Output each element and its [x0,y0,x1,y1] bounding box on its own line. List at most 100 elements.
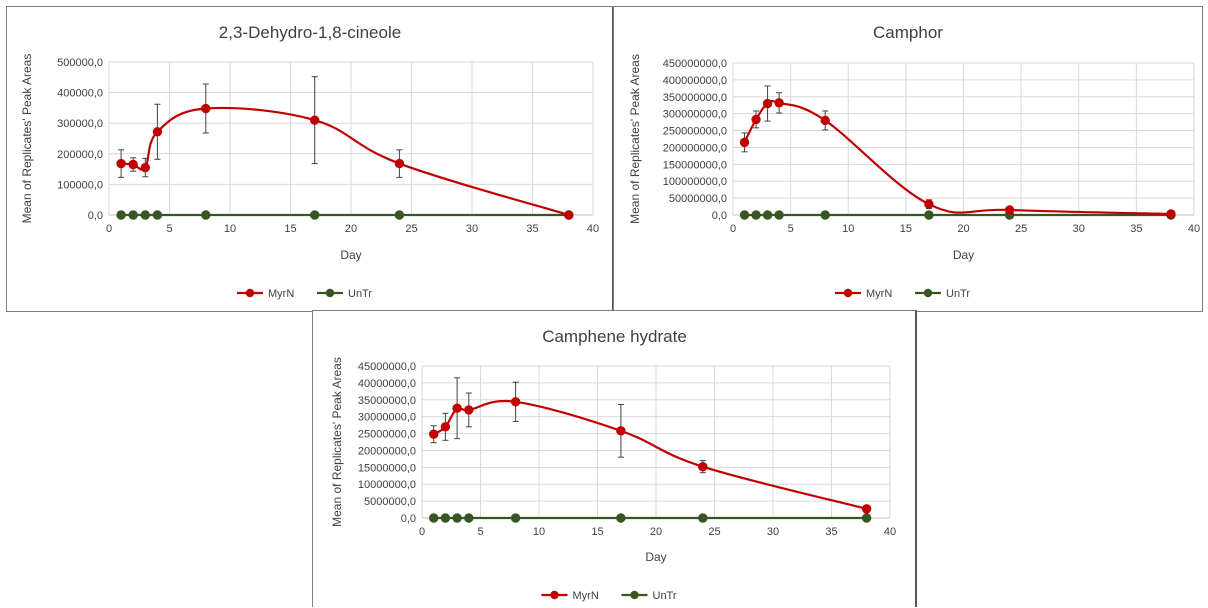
y-tick-label: 45000000,0 [358,361,416,373]
x-tick-label: 20 [957,223,969,235]
data-point-untr [698,513,708,523]
legend-label-myrn: MyrN [268,288,294,300]
legend-marker-untr [630,590,639,600]
x-tick-label: 15 [284,223,296,235]
x-axis-label: Day [340,248,361,262]
data-point-myrn [394,158,405,169]
data-point-untr [751,210,761,220]
x-axis-label: Day [645,550,666,564]
x-tick-label: 5 [788,223,794,235]
data-point-myrn [820,115,830,126]
legend-label-myrn: MyrN [866,288,892,300]
chart-title: 2,3-Dehydro-1,8-cineole [219,23,401,42]
data-point-myrn [128,159,138,170]
x-tick-label: 10 [533,526,545,538]
data-point-myrn [762,98,773,109]
data-point-myrn [201,103,211,114]
data-point-untr [152,210,163,220]
legend-marker-myrn [245,288,255,298]
data-point-untr [452,513,462,523]
y-axis-label: Mean of Replicates' Peak Areas [628,54,642,224]
x-tick-label: 0 [730,223,736,235]
y-tick-label: 0,0 [712,210,727,222]
x-tick-label: 10 [224,223,236,235]
data-point-myrn [698,461,708,472]
legend-label-untr: UnTr [653,590,677,602]
x-tick-label: 20 [650,526,662,538]
y-tick-label: 400000000,0 [663,75,727,87]
y-tick-label: 200000,0 [57,149,103,161]
y-tick-label: 5000000,0 [364,496,416,508]
y-tick-label: 50000000,0 [669,193,727,205]
data-point-myrn [1166,209,1176,219]
data-point-myrn [310,115,320,125]
y-tick-label: 100000,0 [57,179,103,191]
data-point-untr [861,513,872,523]
y-tick-label: 300000,0 [57,118,103,130]
y-tick-label: 35000000,0 [358,395,416,407]
data-point-untr [201,210,211,220]
y-tick-label: 15000000,0 [358,462,416,474]
data-point-myrn [510,397,521,407]
y-tick-label: 450000000,0 [663,58,727,70]
data-point-myrn [739,137,750,148]
chart-panel-camphene-hydrate: Camphene hydrate 0,0 5000000,0 10000000,0 15… [312,310,917,607]
data-point-untr [774,210,784,220]
legend: MyrN UnTr [541,590,677,602]
x-tick-label: 25 [405,223,417,235]
data-point-untr [616,513,626,523]
data-point-myrn [774,98,784,108]
data-point-myrn [616,426,626,436]
y-tick-label: 400000,0 [57,88,103,100]
chart-camphene-hydrate: Camphene hydrate 0,0 5000000,0 10000000,0 15… [330,327,896,602]
series-line-myrn [121,106,570,217]
x-tick-label: 10 [842,223,854,235]
legend-label-untr: UnTr [348,288,372,300]
data-point-untr [510,513,521,523]
data-point-untr [739,210,750,220]
y-tick-label: 100000000,0 [663,176,727,188]
y-tick-label: 500000,0 [57,57,103,69]
legend-marker-untr [923,288,933,298]
data-point-untr [464,513,474,523]
data-point-myrn [464,405,474,415]
x-tick-label: 40 [884,526,896,538]
x-tick-label: 5 [477,526,483,538]
x-tick-label: 35 [526,223,538,235]
chart-camphor: Camphor 0,0 50000000,0 100000000,0 150000000… [628,23,1200,300]
y-tick-label: 0,0 [401,513,416,525]
data-point-untr [429,513,439,523]
x-tick-label: 0 [419,526,425,538]
legend-label-untr: UnTr [946,288,970,300]
data-point-myrn [751,114,761,125]
y-axis-label: Mean of Replicates' Peak Areas [20,54,34,224]
x-tick-label: 35 [1130,223,1142,235]
legend-label-myrn: MyrN [573,590,599,602]
x-tick-label: 25 [1015,223,1027,235]
x-tick-label: 15 [591,526,603,538]
series-line-myrn [433,399,867,510]
data-point-myrn [452,403,462,413]
data-point-untr [924,210,934,220]
x-tick-label: 20 [345,223,357,235]
data-point-untr [128,210,138,220]
data-point-myrn [140,162,151,173]
series-line-myrn [743,99,1171,216]
y-tick-label: 150000000,0 [663,159,727,171]
legend-marker-untr [325,288,335,298]
legend-marker-myrn [550,590,559,600]
data-point-myrn [861,504,872,514]
y-tick-label: 350000000,0 [663,92,727,104]
y-tick-label: 200000000,0 [663,142,727,154]
legend: MyrN UnTr [835,288,970,300]
y-tick-label: 30000000,0 [358,412,416,424]
chart-dehydrocineole: 2,3-Dehydro-1,8-cineole 0,0 100000,0 200000… [20,23,599,300]
y-tick-label: 300000000,0 [663,109,727,121]
x-tick-label: 30 [466,223,478,235]
data-point-myrn [924,199,934,209]
y-tick-label: 10000000,0 [358,479,416,491]
x-tick-label: 30 [767,526,779,538]
x-tick-label: 25 [708,526,720,538]
x-tick-label: 40 [587,223,599,235]
x-tick-label: 15 [900,223,912,235]
